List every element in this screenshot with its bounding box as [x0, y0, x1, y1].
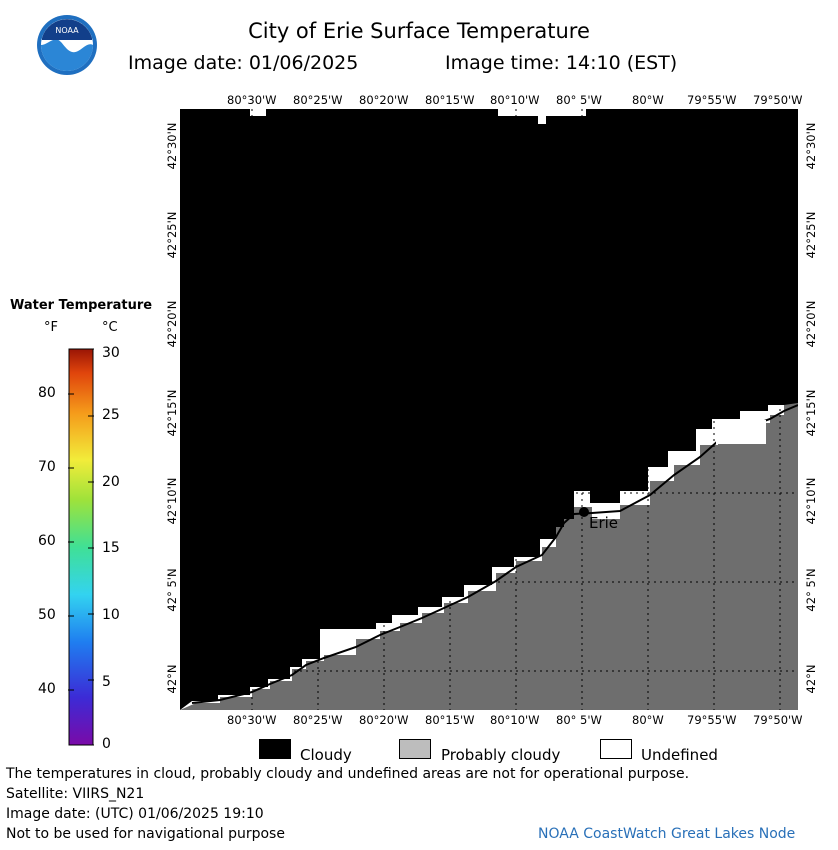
lon-label-bottom: 80°30'W	[227, 713, 277, 727]
undefined-notch	[498, 109, 586, 116]
lat-label-right: 42°N	[804, 664, 818, 694]
legend-title: Water Temperature	[10, 298, 153, 313]
key-undefined-swatch	[600, 739, 632, 759]
lon-label-bottom: 80°25'W	[293, 713, 343, 727]
erie-marker	[579, 507, 589, 517]
footer-disclaimer: The temperatures in cloud, probably clou…	[6, 766, 690, 782]
lon-label-bottom: 80° 5'W	[556, 713, 602, 727]
image-time: Image time: 14:10 (EST)	[445, 52, 678, 74]
c-tick-label: 10	[102, 607, 120, 623]
lon-label-top: 80°W	[632, 93, 664, 107]
lat-label-right: 42°25'N	[804, 211, 818, 259]
lat-label-left: 42°30'N	[165, 122, 179, 170]
lon-label-top: 80°30'W	[227, 93, 277, 107]
lat-label-right: 42°15'N	[804, 389, 818, 437]
city-label-erie: Erie	[589, 514, 618, 532]
lon-label-bottom: 80°W	[632, 713, 664, 727]
c-tick-label: 15	[102, 540, 120, 556]
lon-label-bottom: 80°10'W	[490, 713, 540, 727]
footer-image-date: Image date: (UTC) 01/06/2025 19:10	[6, 806, 264, 822]
lat-label-right: 42°30'N	[804, 122, 818, 170]
f-tick-label: 70	[38, 459, 56, 475]
legend-unit-c: °C	[102, 320, 118, 335]
land-area	[180, 403, 798, 710]
lat-label-left: 42°20'N	[165, 300, 179, 348]
lat-label-left: 42°N	[165, 664, 179, 694]
lat-label-left: 42°15'N	[165, 389, 179, 437]
lon-label-top: 80°10'W	[490, 93, 540, 107]
lon-label-bottom: 80°15'W	[425, 713, 475, 727]
key-probably-cloudy-label: Probably cloudy	[441, 746, 561, 764]
lon-label-top: 80°15'W	[425, 93, 475, 107]
c-tick-label: 0	[102, 736, 111, 752]
f-tick-label: 40	[38, 681, 56, 697]
key-cloudy-swatch	[259, 739, 291, 759]
color-bar	[68, 348, 94, 746]
f-tick-label: 50	[38, 607, 56, 623]
key-undefined-label: Undefined	[641, 746, 718, 764]
lon-label-bottom: 79°50'W	[753, 713, 803, 727]
lon-label-top: 80°20'W	[359, 93, 409, 107]
lon-label-bottom: 80°20'W	[359, 713, 409, 727]
lon-label-top: 80°25'W	[293, 93, 343, 107]
c-tick-label: 20	[102, 474, 120, 490]
undefined-notch	[538, 116, 546, 124]
footer-satellite: Satellite: VIIRS_N21	[6, 786, 145, 802]
lon-label-bottom: 79°55'W	[687, 713, 737, 727]
logo-text: NOAA	[55, 26, 79, 35]
c-tick-label: 25	[102, 407, 120, 423]
image-date: Image date: 01/06/2025	[128, 52, 359, 74]
undefined-notch	[250, 109, 266, 116]
lat-label-right: 42°10'N	[804, 477, 818, 525]
lat-label-left: 42° 5'N	[165, 568, 179, 612]
footer-navigation-warning: Not to be used for navigational purpose	[6, 826, 285, 842]
lat-label-right: 42°20'N	[804, 300, 818, 348]
erie-small-marker	[557, 519, 561, 523]
undefined-patch	[716, 420, 766, 444]
c-tick-label: 30	[102, 345, 120, 361]
lat-label-left: 42°25'N	[165, 211, 179, 259]
map-panel: Erie	[180, 109, 798, 710]
lat-label-right: 42° 5'N	[804, 568, 818, 612]
f-tick-label: 60	[38, 533, 56, 549]
graticule	[180, 109, 798, 710]
lon-label-top: 80° 5'W	[556, 93, 602, 107]
key-cloudy-label: Cloudy	[300, 746, 352, 764]
footer-credit: NOAA CoastWatch Great Lakes Node	[538, 826, 796, 842]
c-tick-label: 5	[102, 674, 111, 690]
page-title: City of Erie Surface Temperature	[248, 19, 590, 43]
lat-label-left: 42°10'N	[165, 477, 179, 525]
noaa-logo: NOAA	[36, 14, 98, 76]
lon-label-top: 79°55'W	[687, 93, 737, 107]
undefined-patch	[320, 629, 346, 649]
lon-label-top: 79°50'W	[753, 93, 803, 107]
key-probably-cloudy-swatch	[399, 739, 431, 759]
legend-unit-f: °F	[44, 320, 58, 335]
f-tick-label: 80	[38, 385, 56, 401]
